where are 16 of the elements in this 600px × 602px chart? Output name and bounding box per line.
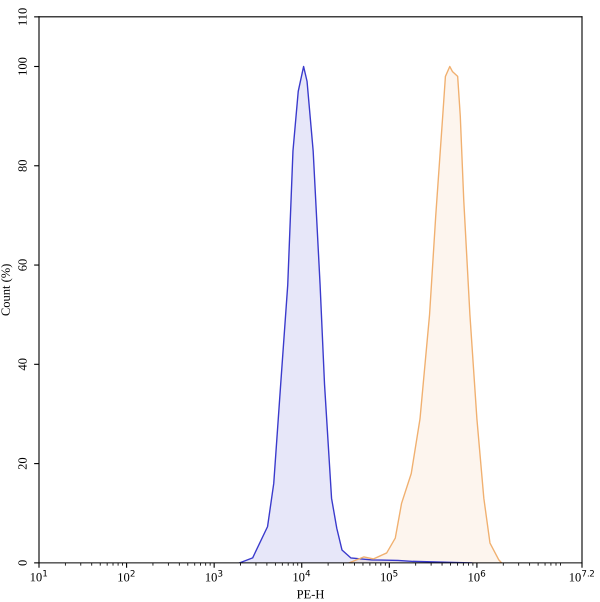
x-tick-label: 10$^{5}$ — [381, 570, 398, 582]
y-tick-label: 60 — [18, 259, 27, 271]
x-axis-title: PE-H — [296, 590, 324, 598]
y-tick-label: 40 — [18, 358, 27, 370]
x-tick-label: 10$^{3}$ — [206, 570, 222, 582]
y-axis-title: Count (%) — [1, 264, 12, 316]
y-tick-label: 80 — [18, 160, 27, 172]
y-tick-label: 20 — [18, 458, 27, 470]
y-tick-label: 100 — [18, 58, 27, 75]
x-tick-label: 10$^{6}$ — [468, 570, 486, 582]
x-tick-label: 10$^{7.2}$ — [570, 570, 594, 582]
y-tick-label: 110 — [18, 8, 27, 25]
x-tick-label: 10$^{4}$ — [294, 570, 310, 582]
y-tick-label: 0 — [18, 560, 27, 566]
x-tick-label: 10$^{1}$ — [30, 570, 48, 582]
x-tick-label: 10$^{2}$ — [118, 570, 135, 582]
